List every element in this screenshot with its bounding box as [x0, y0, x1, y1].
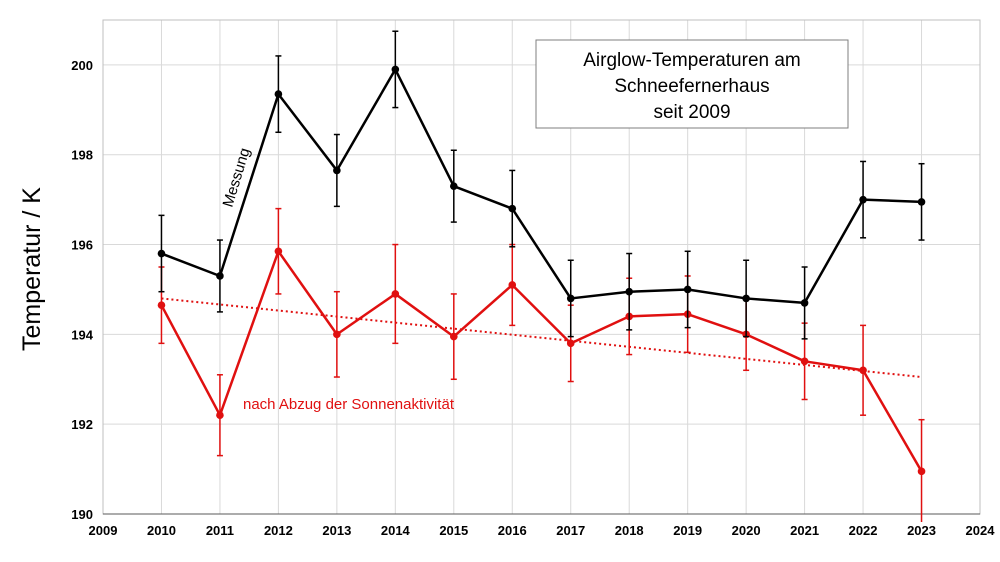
x-tick-label-2019: 2019	[673, 523, 702, 538]
x-tick-label-2017: 2017	[556, 523, 585, 538]
y-axis-label: Temperatur / K	[18, 187, 46, 351]
y-tick-label-194: 194	[71, 327, 93, 342]
x-tick-label-2022: 2022	[849, 523, 878, 538]
data-point-corrected-2012	[274, 247, 283, 256]
data-point-messung-2016	[508, 204, 517, 213]
x-tick-label-2013: 2013	[322, 523, 351, 538]
data-point-corrected-2013	[333, 330, 341, 339]
chart-title-line-3: seit 2009	[653, 102, 730, 123]
data-point-corrected-2017	[566, 339, 575, 348]
series-line-messung	[161, 68, 922, 305]
data-point-corrected-2010	[157, 301, 166, 309]
data-point-messung-2010	[157, 249, 166, 258]
title-box: Airglow-Temperaturen am Schneefernerhaus…	[535, 39, 849, 129]
y-tick-label-196: 196	[71, 238, 93, 253]
x-tick-label-2018: 2018	[615, 523, 644, 538]
data-point-messung-2011	[216, 272, 224, 280]
x-tick-label-2023: 2023	[907, 523, 936, 538]
data-point-corrected-2023	[917, 467, 926, 476]
data-point-messung-2023	[917, 198, 926, 206]
data-point-messung-2015	[450, 182, 458, 190]
data-point-corrected-2011	[216, 411, 224, 420]
data-point-corrected-2014	[391, 290, 400, 298]
x-tick-label-2015: 2015	[439, 523, 468, 538]
x-tick-label-2024: 2024	[966, 523, 996, 538]
trend-line	[161, 297, 922, 379]
annotation-corrected: nach Abzug der Sonnenaktivität	[243, 396, 455, 413]
series-line-corrected	[160, 250, 923, 472]
data-point-corrected-2015	[450, 332, 458, 341]
x-tick-label-2011: 2011	[206, 523, 234, 538]
data-point-messung-2018	[625, 287, 633, 296]
x-tick-label-2014: 2014	[381, 523, 411, 538]
y-tick-label-200: 200	[71, 58, 93, 73]
x-tick-label-2020: 2020	[732, 523, 761, 538]
data-point-messung-2012	[274, 90, 283, 98]
x-tick-label-2016: 2016	[498, 523, 527, 538]
x-tick-label-2021: 2021	[790, 523, 819, 538]
axes: 2009 2010 2011 2012 2013 2014 2015 2016 2017 2018…	[71, 58, 995, 538]
data-point-messung-2019	[683, 285, 692, 294]
data-point-messung-2017	[566, 294, 575, 303]
chart-title-line-1: Airglow-Temperaturen am	[583, 50, 801, 71]
title-box-frame	[535, 39, 849, 129]
data-point-messung-2020	[742, 294, 750, 303]
data-point-corrected-2021	[800, 357, 809, 366]
annotation-messung: Messung	[220, 146, 254, 209]
series-messung	[157, 30, 926, 340]
x-tick-label-2012: 2012	[264, 523, 293, 538]
y-tick-label-190: 190	[71, 507, 93, 522]
y-tick-label-192: 192	[71, 417, 93, 432]
x-tick-label-2010: 2010	[147, 523, 176, 538]
y-tick-label-198: 198	[71, 148, 93, 163]
data-point-corrected-2016	[508, 281, 517, 289]
x-tick-label-2009: 2009	[89, 523, 118, 538]
chart-title-line-2: Schneefernerhaus	[614, 76, 769, 97]
data-point-messung-2021	[800, 299, 809, 307]
data-point-messung-2014	[391, 65, 400, 74]
data-point-messung-2013	[333, 166, 341, 175]
data-point-corrected-2022	[859, 366, 867, 375]
data-point-messung-2022	[859, 195, 867, 204]
series-layer	[157, 30, 926, 522]
